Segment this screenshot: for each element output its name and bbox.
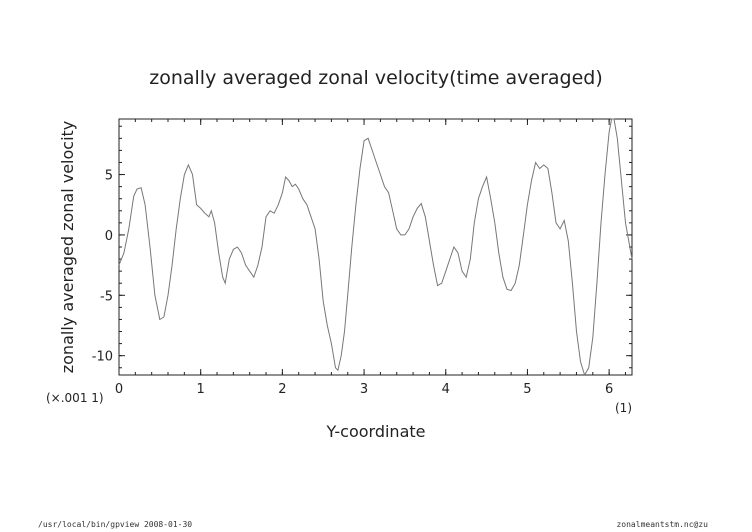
chart-title: zonally averaged zonal velocity(time ave… — [149, 67, 603, 89]
y-tick-labels: 5 0 -5 -10 — [92, 169, 113, 365]
x-tick-label-4: 4 — [442, 382, 450, 397]
x-tick-label-0: 0 — [115, 382, 123, 397]
x-tick-label-1: 1 — [197, 382, 205, 397]
x-tick-labels: 0 1 2 3 4 5 6 — [115, 382, 613, 397]
x-tick-label-3: 3 — [360, 382, 368, 397]
y-units-label: (×.001 1) — [46, 391, 104, 405]
y-tick-label-1: 0 — [105, 229, 113, 244]
axis-ticks — [118, 119, 632, 375]
footer-left: /usr/local/bin/gpview 2008-01-30 — [38, 520, 193, 529]
x-units-label: (1) — [615, 401, 632, 415]
y-axis-label: zonally averaged zonal velocity — [58, 121, 77, 374]
plot-frame — [118, 118, 633, 376]
x-tick-label-6: 6 — [605, 382, 613, 397]
x-tick-label-2: 2 — [278, 382, 286, 397]
series-line — [118, 118, 633, 377]
y-tick-label-2: -5 — [100, 289, 113, 304]
x-axis-label: Y-coordinate — [326, 422, 426, 441]
footer-right: zonalmeantstm.nc@zu — [616, 520, 708, 529]
x-tick-label-5: 5 — [523, 382, 531, 397]
y-tick-label-0: 5 — [105, 169, 113, 184]
y-tick-label-3: -10 — [92, 350, 113, 365]
